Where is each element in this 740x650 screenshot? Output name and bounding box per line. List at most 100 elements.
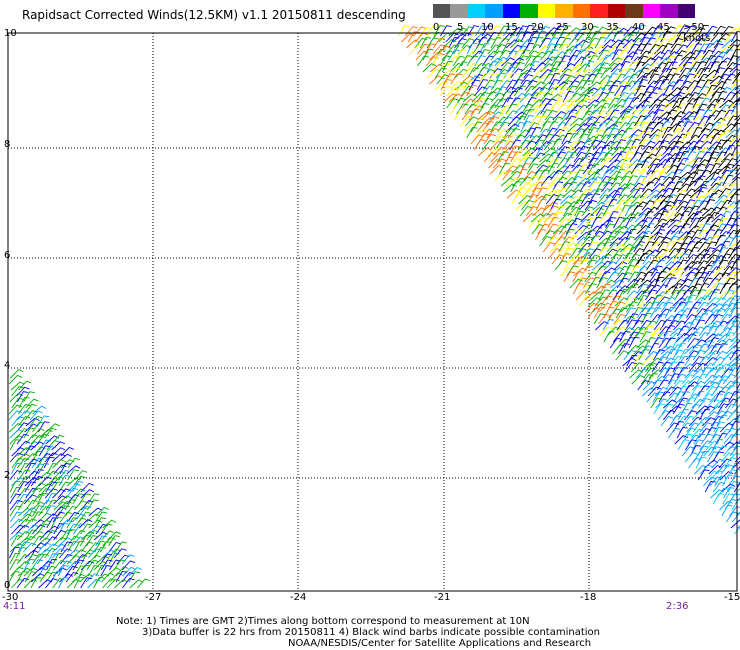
- wind-barb: [671, 111, 686, 121]
- wind-barb: [563, 45, 578, 55]
- wind-barb: [683, 314, 697, 325]
- wind-barb: [30, 573, 45, 583]
- wind-barb: [596, 62, 610, 73]
- wind-barb: [650, 56, 664, 67]
- wind-barb: [672, 336, 684, 349]
- wind-barb: [482, 79, 496, 91]
- wind-barb: [655, 313, 668, 325]
- wind-barb: [730, 48, 740, 61]
- wind-barb: [722, 331, 736, 343]
- wind-barb: [436, 74, 450, 85]
- wind-barb: [682, 230, 696, 241]
- wind-barb: [573, 108, 585, 121]
- wind-barb: [95, 555, 110, 565]
- wind-barb: [524, 80, 538, 91]
- wind-barb: [654, 248, 668, 259]
- wind-barb: [716, 414, 728, 427]
- wind-barb: [81, 541, 94, 553]
- wind-barb: [600, 152, 614, 163]
- wind-barb: [522, 212, 537, 223]
- wind-barb: [732, 73, 740, 85]
- wind-barb: [72, 549, 86, 559]
- wind-barb: [490, 92, 505, 103]
- wind-barb: [58, 537, 73, 547]
- wind-barb: [629, 224, 643, 235]
- wind-barb: [670, 127, 683, 139]
- wind-barb: [473, 86, 487, 97]
- wind-barb: [572, 128, 586, 139]
- wind-barb: [16, 577, 30, 589]
- wind-barb: [662, 218, 676, 229]
- wind-barb: [719, 223, 733, 235]
- wind-barb: [693, 276, 705, 289]
- wind-barb: [584, 217, 597, 229]
- wind-barb: [647, 146, 662, 157]
- wind-barb: [653, 349, 665, 361]
- wind-barb: [643, 367, 656, 379]
- legend-swatch: [660, 4, 679, 18]
- wind-barb: [452, 55, 465, 67]
- wind-barb: [585, 302, 599, 313]
- wind-barb: [732, 97, 740, 109]
- wind-barb: [543, 140, 557, 151]
- wind-barb: [519, 205, 533, 217]
- wind-barb: [650, 379, 663, 391]
- wind-barb: [547, 162, 559, 175]
- wind-barb: [518, 49, 530, 61]
- wind-barb: [656, 255, 671, 265]
- wind-barb: [58, 469, 71, 481]
- wind-barb: [714, 194, 729, 205]
- wind-barb: [632, 187, 645, 199]
- wind-barb: [563, 228, 575, 241]
- wind-barb: [619, 157, 632, 169]
- wind-barb: [540, 175, 554, 187]
- wind-barb: [65, 487, 79, 499]
- wind-barb: [565, 181, 578, 193]
- wind-barb: [87, 565, 100, 577]
- legend-swatch: [450, 4, 469, 18]
- wind-barb: [689, 61, 702, 73]
- wind-barb: [610, 320, 624, 331]
- wind-barb: [509, 39, 524, 49]
- wind-barb: [532, 181, 545, 193]
- wind-barb: [721, 297, 736, 307]
- wind-barb: [650, 326, 665, 337]
- wind-barb: [618, 217, 631, 229]
- wind-barb: [676, 253, 689, 265]
- wind-barb: [490, 37, 502, 49]
- wind-barb: [653, 403, 666, 415]
- wind-barb: [86, 559, 99, 571]
- wind-barb: [73, 576, 85, 589]
- wind-barb: [122, 577, 135, 589]
- wind-barb: [576, 63, 591, 73]
- wind-barb: [672, 361, 685, 373]
- wind-barb: [592, 105, 607, 115]
- wind-barb: [653, 291, 668, 301]
- wind-barb: [660, 49, 673, 61]
- wind-barb: [587, 81, 602, 91]
- wind-barb: [641, 312, 652, 325]
- wind-barb: [554, 121, 568, 133]
- wind-barb: [703, 199, 716, 211]
- wind-barb: [685, 267, 700, 277]
- wind-barb: [639, 91, 651, 103]
- wind-barb: [580, 79, 593, 91]
- wind-barb: [734, 199, 740, 205]
- wind-barb: [635, 159, 650, 169]
- wind-barb: [636, 368, 650, 379]
- wind-barb: [715, 91, 728, 103]
- legend-label: >50 knots: [683, 22, 711, 44]
- wind-barb: [697, 115, 710, 127]
- wind-barb: [647, 301, 660, 313]
- wind-barb: [675, 44, 689, 55]
- wind-barb: [614, 272, 628, 283]
- wind-barb: [25, 524, 39, 535]
- wind-barb: [731, 159, 740, 169]
- wind-barb: [556, 247, 569, 259]
- wind-barb: [633, 354, 645, 367]
- wind-barb: [560, 195, 574, 205]
- wind-barb: [427, 68, 441, 79]
- wind-barb: [668, 175, 681, 187]
- wind-barb: [725, 169, 738, 181]
- wind-barb: [18, 513, 33, 523]
